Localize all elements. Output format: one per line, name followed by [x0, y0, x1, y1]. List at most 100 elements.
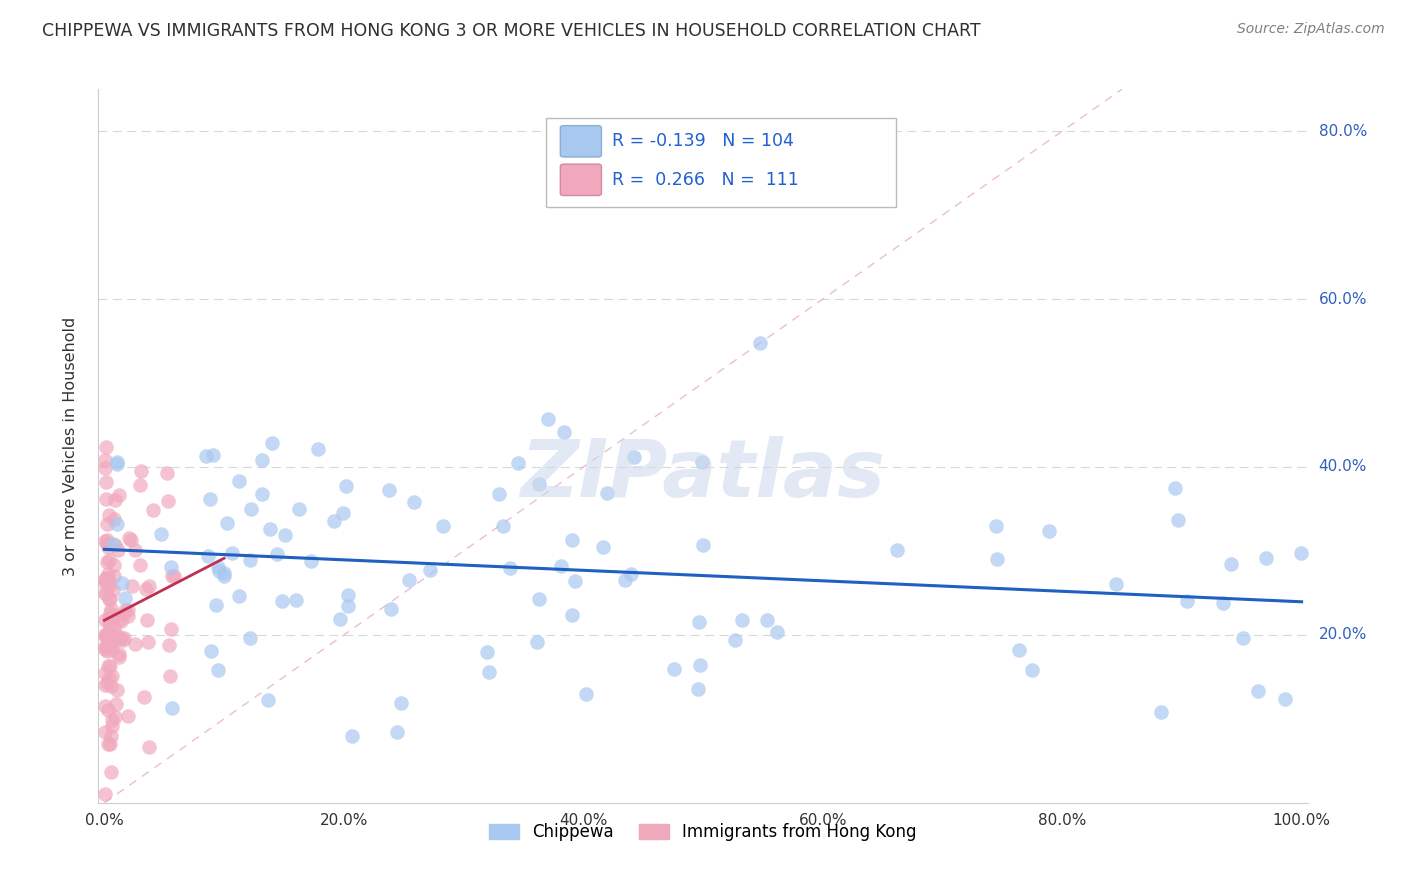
- Point: [1177, 594, 1199, 608]
- Point: [103, 607, 125, 622]
- Text: R = -0.139   N = 104: R = -0.139 N = 104: [613, 132, 794, 150]
- Point: [97, 659, 120, 673]
- Point: [212, 569, 235, 583]
- Point: [1212, 596, 1234, 610]
- Point: [96, 587, 118, 601]
- Point: [98, 606, 121, 620]
- Point: [156, 494, 179, 508]
- Point: [266, 548, 288, 562]
- Point: [1038, 524, 1060, 538]
- Point: [1247, 684, 1270, 698]
- Point: [527, 477, 550, 491]
- Point: [97, 592, 120, 607]
- Point: [1008, 643, 1031, 657]
- Point: [688, 615, 710, 629]
- Text: ZIPatlas: ZIPatlas: [520, 435, 886, 514]
- Point: [105, 683, 128, 698]
- Point: [104, 698, 127, 712]
- Point: [124, 637, 146, 651]
- Point: [98, 508, 121, 522]
- Point: [1289, 546, 1312, 560]
- Point: [100, 602, 122, 616]
- Point: [886, 543, 908, 558]
- Point: [207, 663, 229, 677]
- Point: [536, 412, 558, 426]
- Text: CHIPPEWA VS IMMIGRANTS FROM HONG KONG 3 OR MORE VEHICLES IN HOUSEHOLD CORRELATIO: CHIPPEWA VS IMMIGRANTS FROM HONG KONG 3 …: [42, 22, 981, 40]
- Point: [564, 574, 586, 588]
- Point: [160, 622, 183, 636]
- Point: [323, 514, 346, 528]
- Point: [202, 448, 225, 462]
- Point: [336, 599, 359, 614]
- Point: [387, 724, 409, 739]
- Point: [221, 546, 243, 560]
- Point: [94, 665, 117, 680]
- Text: 40.0%: 40.0%: [1319, 459, 1367, 475]
- Point: [108, 488, 131, 502]
- Point: [200, 644, 222, 658]
- Point: [136, 613, 159, 627]
- Point: [250, 487, 273, 501]
- Point: [592, 540, 614, 554]
- Point: [150, 526, 173, 541]
- Point: [307, 442, 329, 457]
- Point: [477, 645, 499, 659]
- Point: [100, 679, 122, 693]
- Point: [94, 576, 117, 591]
- Point: [97, 611, 120, 625]
- Point: [101, 643, 124, 657]
- Point: [239, 631, 262, 645]
- Point: [96, 643, 118, 657]
- Point: [100, 659, 122, 673]
- Point: [104, 710, 127, 724]
- Point: [432, 518, 454, 533]
- Point: [138, 579, 160, 593]
- Text: R =  0.266   N =  111: R = 0.266 N = 111: [613, 171, 799, 189]
- Point: [160, 701, 183, 715]
- Point: [240, 501, 263, 516]
- Point: [103, 511, 125, 525]
- Point: [98, 638, 121, 652]
- Point: [101, 718, 124, 732]
- Point: [97, 553, 120, 567]
- Point: [94, 572, 117, 586]
- Point: [131, 464, 153, 478]
- Point: [239, 553, 262, 567]
- Point: [105, 516, 128, 531]
- Point: [198, 491, 221, 506]
- Point: [508, 456, 530, 470]
- Point: [94, 630, 117, 644]
- Point: [108, 613, 131, 627]
- Point: [107, 633, 129, 648]
- Point: [108, 649, 131, 664]
- Point: [163, 569, 186, 583]
- FancyBboxPatch shape: [561, 126, 602, 157]
- Point: [492, 518, 515, 533]
- Point: [100, 764, 122, 779]
- Point: [135, 582, 157, 596]
- Point: [111, 632, 134, 647]
- Point: [1254, 550, 1277, 565]
- Point: [1167, 513, 1189, 527]
- Point: [98, 591, 121, 606]
- Point: [107, 543, 129, 558]
- Point: [1150, 705, 1173, 719]
- Point: [692, 538, 714, 552]
- Point: [688, 682, 710, 697]
- Point: [270, 593, 292, 607]
- Point: [98, 615, 121, 630]
- Point: [984, 519, 1007, 533]
- Point: [748, 336, 770, 351]
- Point: [94, 678, 117, 692]
- Point: [527, 592, 550, 607]
- FancyBboxPatch shape: [561, 164, 602, 195]
- Point: [94, 613, 117, 627]
- Point: [118, 531, 141, 545]
- Point: [132, 690, 155, 705]
- Point: [159, 669, 181, 683]
- Point: [498, 560, 520, 574]
- Point: [117, 603, 139, 617]
- Point: [104, 493, 127, 508]
- Point: [96, 676, 118, 690]
- Point: [98, 619, 121, 633]
